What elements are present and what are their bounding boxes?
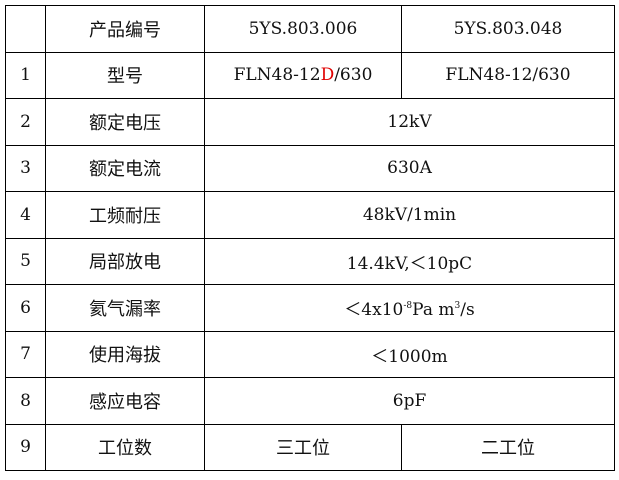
- row-number: 3: [5, 144, 46, 192]
- row-label: 工频耐压: [45, 191, 205, 239]
- model-a-prefix: FLN48-12: [233, 65, 321, 86]
- table-row: 6 氦气漏率 ＜4x10-8Pa m3/s: [5, 284, 615, 332]
- station-count-a: 三工位: [204, 423, 402, 471]
- table-row: 1 型号 FLN48-12D/630 FLN48-12/630: [5, 51, 615, 99]
- product-code-a: 5YS.803.006: [204, 5, 402, 53]
- leak-rate-exponent: -8: [403, 301, 413, 312]
- model-a-suffix: /630: [334, 65, 373, 86]
- model-b: FLN48-12/630: [401, 51, 615, 99]
- row-label: 局部放电: [45, 237, 205, 285]
- station-count-b: 二工位: [401, 423, 615, 471]
- row-number: 7: [5, 330, 46, 378]
- table-row: 8 感应电容 6pF: [5, 377, 615, 425]
- row-label: 型号: [45, 51, 205, 99]
- model-a-highlight: D: [320, 65, 335, 86]
- table-row: 7 使用海拔 ＜1000m: [5, 330, 615, 378]
- row-number: 8: [5, 377, 46, 425]
- row-value: 6pF: [204, 377, 615, 425]
- leak-rate-unit: Pa m: [412, 300, 455, 321]
- leak-rate-unit-suffix: /s: [460, 300, 475, 321]
- table-row: 5 局部放电 14.4kV,＜10pC: [5, 237, 615, 285]
- row-value: 48kV/1min: [204, 191, 615, 239]
- row-number: 4: [5, 191, 46, 239]
- row-label: 额定电压: [45, 98, 205, 146]
- row-label: 使用海拔: [45, 330, 205, 378]
- row-label: 工位数: [45, 423, 205, 471]
- table-header-row: 产品编号 5YS.803.006 5YS.803.048: [5, 5, 615, 53]
- row-value: 12kV: [204, 98, 615, 146]
- header-label: 产品编号: [45, 5, 205, 53]
- table-row: 4 工频耐压 48kV/1min: [5, 191, 615, 239]
- table-row: 2 额定电压 12kV: [5, 98, 615, 146]
- row-label: 感应电容: [45, 377, 205, 425]
- row-value: 14.4kV,＜10pC: [204, 237, 615, 285]
- model-a: FLN48-12D/630: [204, 51, 402, 99]
- product-code-b: 5YS.803.048: [401, 5, 615, 53]
- spec-table: 产品编号 5YS.803.006 5YS.803.048 1 型号 FLN48-…: [5, 5, 615, 471]
- leak-rate-base: ＜4x10: [344, 300, 404, 321]
- row-number: 9: [5, 423, 46, 471]
- table-row: 3 额定电流 630A: [5, 144, 615, 192]
- table-row: 9 工位数 三工位 二工位: [5, 423, 615, 471]
- leak-rate-unit-exponent: 3: [454, 301, 461, 312]
- row-value: ＜1000m: [204, 330, 615, 378]
- empty-cell: [5, 5, 46, 53]
- row-label: 氦气漏率: [45, 284, 205, 332]
- row-number: 2: [5, 98, 46, 146]
- row-value: 630A: [204, 144, 615, 192]
- row-number: 6: [5, 284, 46, 332]
- row-number: 1: [5, 51, 46, 99]
- row-label: 额定电流: [45, 144, 205, 192]
- row-number: 5: [5, 237, 46, 285]
- row-value: ＜4x10-8Pa m3/s: [204, 284, 615, 332]
